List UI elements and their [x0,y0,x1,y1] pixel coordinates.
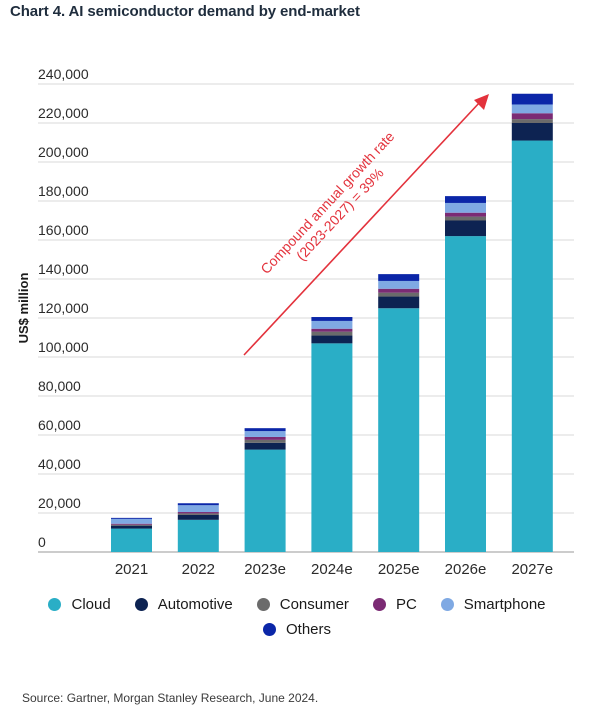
legend-item-smartphone: Smartphone [440,596,546,613]
bar-segment-automotive [378,296,420,309]
bar-segment-cloud [111,528,152,552]
y-tick-label: 140,000 [38,261,89,277]
x-tick-label: 2022 [182,561,215,578]
legend-item-others: Others [262,621,331,638]
bar-segment-consumer [511,119,553,123]
y-tick-label: 20,000 [38,495,81,511]
bar-segment-pc [378,288,420,293]
bar-segment-consumer [378,292,420,297]
bar-segment-smartphone [111,518,152,524]
bar-segment-consumer [244,439,286,443]
legend-label: PC [395,596,417,613]
y-tick-label: 60,000 [38,417,81,433]
y-tick-label: 120,000 [38,300,89,316]
y-tick-label: 40,000 [38,456,81,472]
bar-segment-consumer [445,216,486,221]
bar-segment-pc [111,523,152,525]
y-tick-label: 180,000 [38,183,89,199]
bar-segment-automotive [511,123,553,141]
legend-swatch-icon [48,598,62,611]
y-tick-label: 240,000 [38,66,89,82]
bar-segment-cloud [177,519,219,552]
x-axis-ticks: 2021 2022 2023e 2024e 2025e 2026e 2027e [115,561,553,578]
growth-arrow-line [243,101,481,356]
bar-segment-consumer [177,513,219,515]
legend-item-consumer: Consumer [256,596,349,613]
x-tick-label: 2024e [311,561,353,578]
chart-title: Chart 4. AI semiconductor demand by end-… [10,3,360,20]
bar-segment-smartphone [177,505,219,513]
bar-segment-others [111,517,152,519]
x-tick-label: 2021 [115,561,148,578]
source-note: Source: Gartner, Morgan Stanley Research… [22,691,319,705]
y-tick-label: 200,000 [38,144,89,160]
legend-swatch-icon [134,598,148,611]
bar-segment-cloud [378,308,420,552]
x-tick-label: 2027e [511,561,553,578]
bar-segment-automotive [311,335,353,344]
bar-segment-consumer [111,524,152,526]
bar-segment-automotive [445,220,486,237]
legend-swatch-icon [440,598,454,611]
bar-segment-cloud [311,343,353,552]
x-tick-label: 2025e [378,561,420,578]
y-axis-ticks: 0 20,000 40,000 60,000 80,000 100,000 120,000 1… [38,66,89,550]
legend-item-pc: PC [372,596,417,613]
legend-label: Cloud [71,596,111,613]
x-tick-label: 2026e [445,561,487,578]
bar-segment-pc [177,512,219,514]
bar-segment-automotive [111,525,152,529]
bar-segment-automotive [244,442,286,450]
y-axis-label: US$ million [16,273,31,344]
y-tick-label: 100,000 [38,339,89,355]
bar-segment-smartphone [378,280,420,289]
growth-arrowhead-icon [474,94,489,110]
legend-label: Others [285,621,331,638]
legend-item-automotive: Automotive [134,596,233,613]
bar-segment-pc [445,212,486,217]
y-tick-label: 160,000 [38,222,89,238]
legend-label: Smartphone [463,596,546,613]
bar-segment-others [177,503,219,506]
bar-segment-pc [511,113,553,120]
bar-segment-cloud [511,140,553,553]
legend-label: Automotive [157,596,233,613]
legend-swatch-icon [256,598,270,611]
bar-segment-smartphone [511,104,553,114]
y-tick-label: 220,000 [38,105,89,121]
bar-segment-consumer [311,331,353,336]
legend: Cloud Automotive Consumer PC Smartphone Other… [0,596,594,638]
bar-segment-others [378,274,420,281]
bar-segment-others [445,196,486,203]
bar-segment-pc [311,328,353,332]
bar-segment-pc [244,436,286,440]
legend-swatch-icon [372,598,386,611]
legend-item-cloud: Cloud [48,596,111,613]
bar-segment-others [244,428,286,432]
bar-segment-cloud [244,449,286,552]
bar-segment-smartphone [445,202,486,213]
bar-segment-smartphone [311,320,353,329]
bar-segment-others [311,317,353,321]
x-tick-label: 2023e [244,561,286,578]
bar-segment-smartphone [244,431,286,437]
y-tick-label: 80,000 [38,378,81,394]
gridlines [38,83,574,553]
annotation-line-1: Compound annual growth rate [257,128,397,277]
bar-segment-others [511,93,553,105]
bars [111,93,553,553]
bar-segment-automotive [177,514,219,520]
y-tick-label: 0 [38,534,46,550]
legend-label: Consumer [279,596,349,613]
stacked-bar-chart: 0 20,000 40,000 60,000 80,000 100,000 120,000 1… [16,66,574,578]
bar-segment-cloud [445,236,486,552]
legend-swatch-icon [262,623,276,636]
